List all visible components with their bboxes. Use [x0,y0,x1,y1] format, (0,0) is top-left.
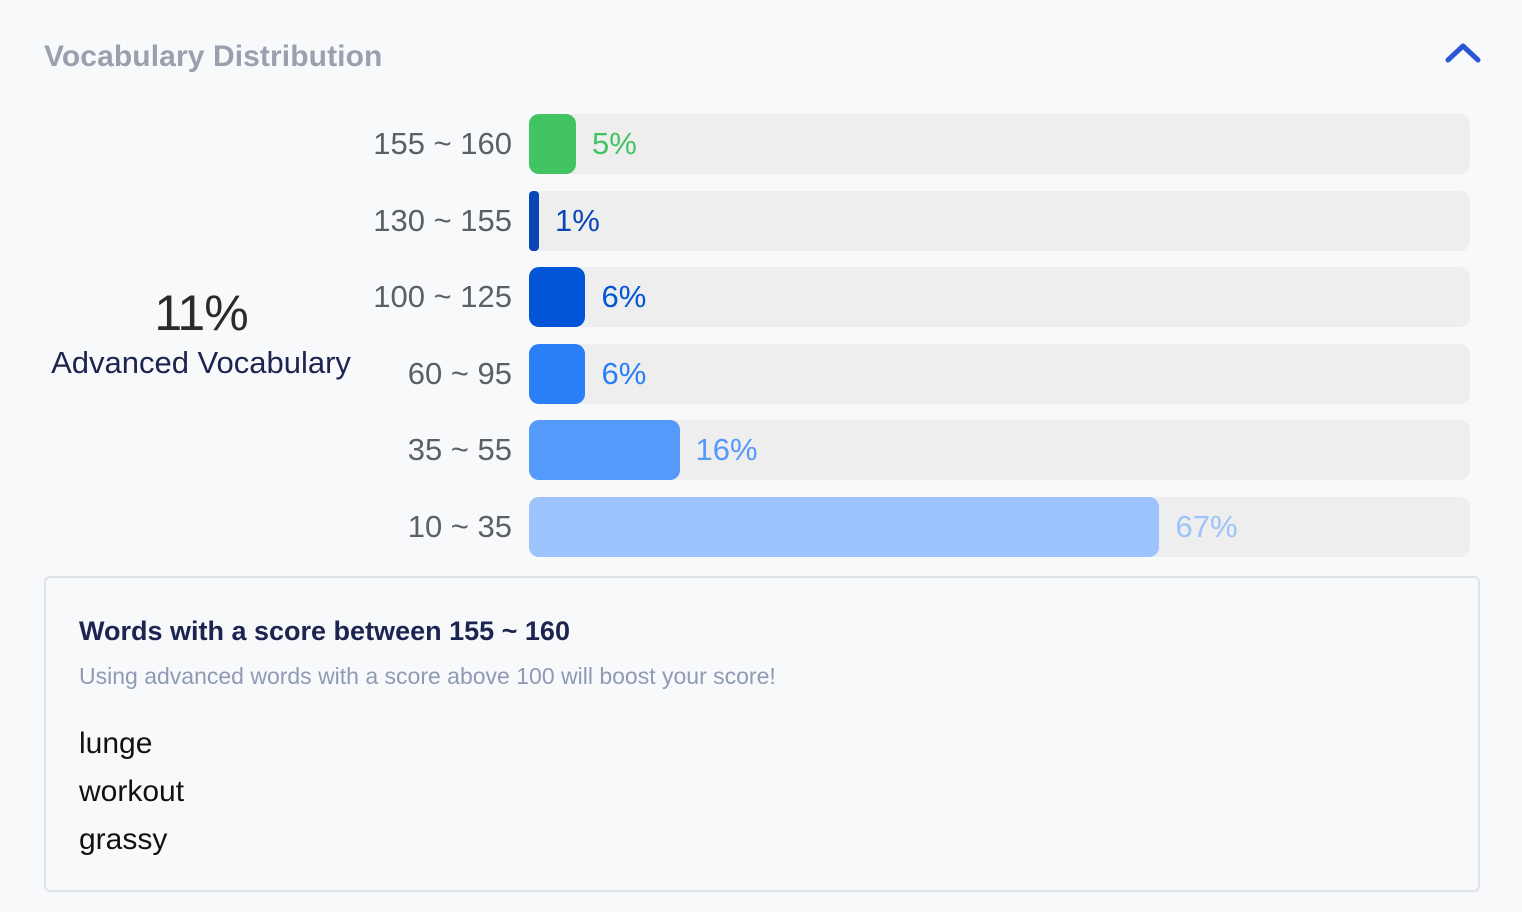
score-range-label: 35 ~ 55 [407,432,512,468]
distribution-row: 130 ~ 155 1% [360,190,1472,251]
score-range-label: 60 ~ 95 [407,355,512,391]
distribution-row: 10 ~ 35 67% [360,496,1472,557]
percentage-label: 67% [1175,508,1238,544]
score-range-label: 130 ~ 155 [373,202,512,238]
distribution-row: 60 ~ 95 6% [360,343,1472,404]
word-item: lunge [79,727,153,760]
distribution-row: 100 ~ 125 6% [360,267,1472,328]
score-range-label: 100 ~ 125 [373,279,512,315]
word-list: lunge workout grassy [79,720,184,864]
percentage-label: 16% [695,432,758,468]
panel-title: Vocabulary Distribution [44,40,383,73]
word-item: grassy [79,823,168,856]
word-list-title: Words with a score between 155 ~ 160 [79,616,570,646]
distribution-bar-track[interactable]: 67% [529,496,1470,557]
distribution-bar [529,267,586,328]
percentage-label: 5% [592,126,637,161]
percentage-label: 6% [601,279,647,315]
advanced-vocabulary-percent: 11% [154,285,248,341]
chevron-up-icon [1445,43,1481,63]
distribution-bar [529,190,539,251]
distribution-bar-track[interactable]: 16% [529,420,1470,481]
advanced-vocabulary-summary: 11% Advanced Vocabulary [40,283,362,383]
word-item: workout [79,775,185,808]
score-range-label: 155 ~ 160 [373,126,512,161]
distribution-bar [529,496,1160,557]
percentage-label: 1% [555,202,600,238]
distribution-bar-track[interactable]: 6% [529,343,1470,404]
word-list-hint: Using advanced words with a score above … [79,663,776,689]
score-range-label: 10 ~ 35 [407,508,512,544]
distribution-row: 35 ~ 55 16% [360,420,1472,481]
word-list-card: Words with a score between 155 ~ 160 Usi… [44,576,1480,892]
percentage-label: 6% [601,355,647,391]
distribution-bar [529,420,680,481]
distribution-bar [529,114,577,174]
distribution-bar [529,343,586,404]
distribution-bar-track[interactable]: 5% [529,114,1470,174]
distribution-row: 155 ~ 160 5% [360,114,1472,174]
distribution-bar-track[interactable]: 1% [529,190,1470,251]
distribution-chart: 155 ~ 160 5% 130 ~ 155 1% 100 ~ 125 6% 60 ~ 95… [360,114,1472,574]
distribution-bar-track[interactable]: 6% [529,267,1470,328]
collapse-button[interactable] [1438,30,1488,74]
advanced-vocabulary-label: Advanced Vocabulary [51,345,351,380]
